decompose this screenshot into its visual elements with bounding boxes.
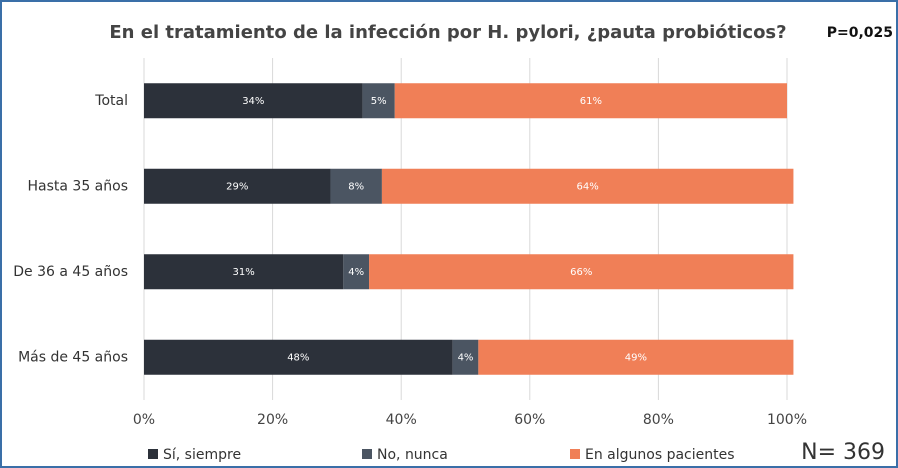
- value-label: 64%: [577, 181, 599, 192]
- x-tick-label: 100%: [767, 412, 807, 428]
- bar-segment: [144, 83, 363, 119]
- value-label: 48%: [287, 352, 309, 363]
- bar-segment: [394, 83, 787, 119]
- bar-segment: [478, 339, 794, 375]
- x-tick-label: 20%: [257, 412, 288, 428]
- value-label: 4%: [348, 267, 364, 278]
- y-tick-label: Más de 45 años: [18, 349, 128, 365]
- value-label: 49%: [625, 352, 647, 363]
- bar-segment: [369, 254, 794, 290]
- n-count: N= 369: [801, 440, 885, 465]
- bar-segment: [330, 168, 382, 204]
- value-label: 34%: [242, 96, 264, 107]
- x-tick-label: 40%: [386, 412, 417, 428]
- value-label: 4%: [458, 352, 474, 363]
- value-label: 29%: [226, 181, 248, 192]
- bar-segment: [452, 339, 479, 375]
- x-tick-label: 80%: [643, 412, 674, 428]
- value-label: 5%: [371, 96, 387, 107]
- legend-swatch: [570, 449, 580, 459]
- chart-title: En el tratamiento de la infección por H.…: [109, 22, 786, 43]
- y-tick-label: Total: [94, 93, 128, 109]
- value-label: 31%: [233, 267, 255, 278]
- y-tick-label: Hasta 35 años: [28, 178, 129, 194]
- x-tick-label: 0%: [133, 412, 155, 428]
- legend-label: En algunos pacientes: [585, 447, 735, 463]
- value-label: 8%: [348, 181, 364, 192]
- bar-segment: [343, 254, 370, 290]
- legend-label: Sí, siempre: [163, 447, 241, 463]
- value-label: 61%: [580, 96, 602, 107]
- legend-swatch: [148, 449, 158, 459]
- y-tick-label: De 36 a 45 años: [13, 264, 128, 280]
- value-label: 66%: [570, 267, 592, 278]
- p-value: P=0,025: [827, 25, 893, 41]
- bar-segment: [144, 254, 344, 290]
- legend-label: No, nunca: [377, 447, 448, 463]
- bar-segment: [144, 168, 331, 204]
- legend-swatch: [362, 449, 372, 459]
- bar-segment: [144, 339, 453, 375]
- bar-segment: [381, 168, 794, 204]
- x-tick-label: 60%: [514, 412, 545, 428]
- bar-segment: [362, 83, 395, 119]
